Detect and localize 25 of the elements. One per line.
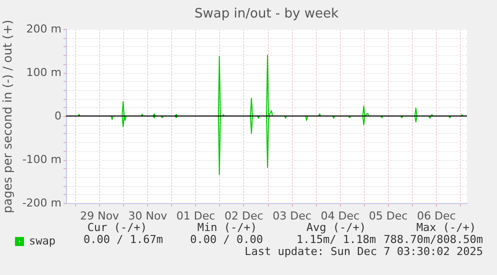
text: 788.70m/808.50m xyxy=(384,233,484,246)
y-tick-label: 100 m xyxy=(26,66,62,79)
text: Last update: Sun Dec 7 03:30:02 2025 xyxy=(244,245,483,258)
y-tick-label: 200 m xyxy=(26,22,62,36)
x-tick-label: 29 Nov xyxy=(80,210,120,222)
y-tick-label: -100 m xyxy=(22,153,62,166)
text: 0.00 / 0.00 xyxy=(190,233,263,246)
y-tick-label: 0 xyxy=(54,110,62,122)
text: Max (-/+) xyxy=(416,221,476,234)
x-tick-label: 30 Nov xyxy=(128,210,168,222)
y-tick-label: -200 m xyxy=(22,196,62,210)
text: 0.00 / 1.67m xyxy=(84,233,164,246)
x-tick-label: 04 Dec xyxy=(320,210,360,222)
legend-label: swap xyxy=(29,234,56,248)
text: 1.15m/ 1.18m xyxy=(296,233,376,246)
text: Min (-/+) xyxy=(197,221,257,234)
chart-title: Swap in/out - by week xyxy=(194,6,339,22)
x-tick-label: 03 Dec xyxy=(272,210,312,222)
x-tick-label: 05 Dec xyxy=(368,210,408,222)
y-axis-title: pages per second in (-) / out (+) xyxy=(0,20,14,214)
x-tick-label: 01 Dec xyxy=(176,210,216,222)
x-tick-label: 02 Dec xyxy=(224,210,264,222)
text: Cur (-/+) xyxy=(87,221,147,234)
x-tick-label: 06 Dec xyxy=(417,210,456,222)
text: Avg (-/+) xyxy=(306,221,366,234)
